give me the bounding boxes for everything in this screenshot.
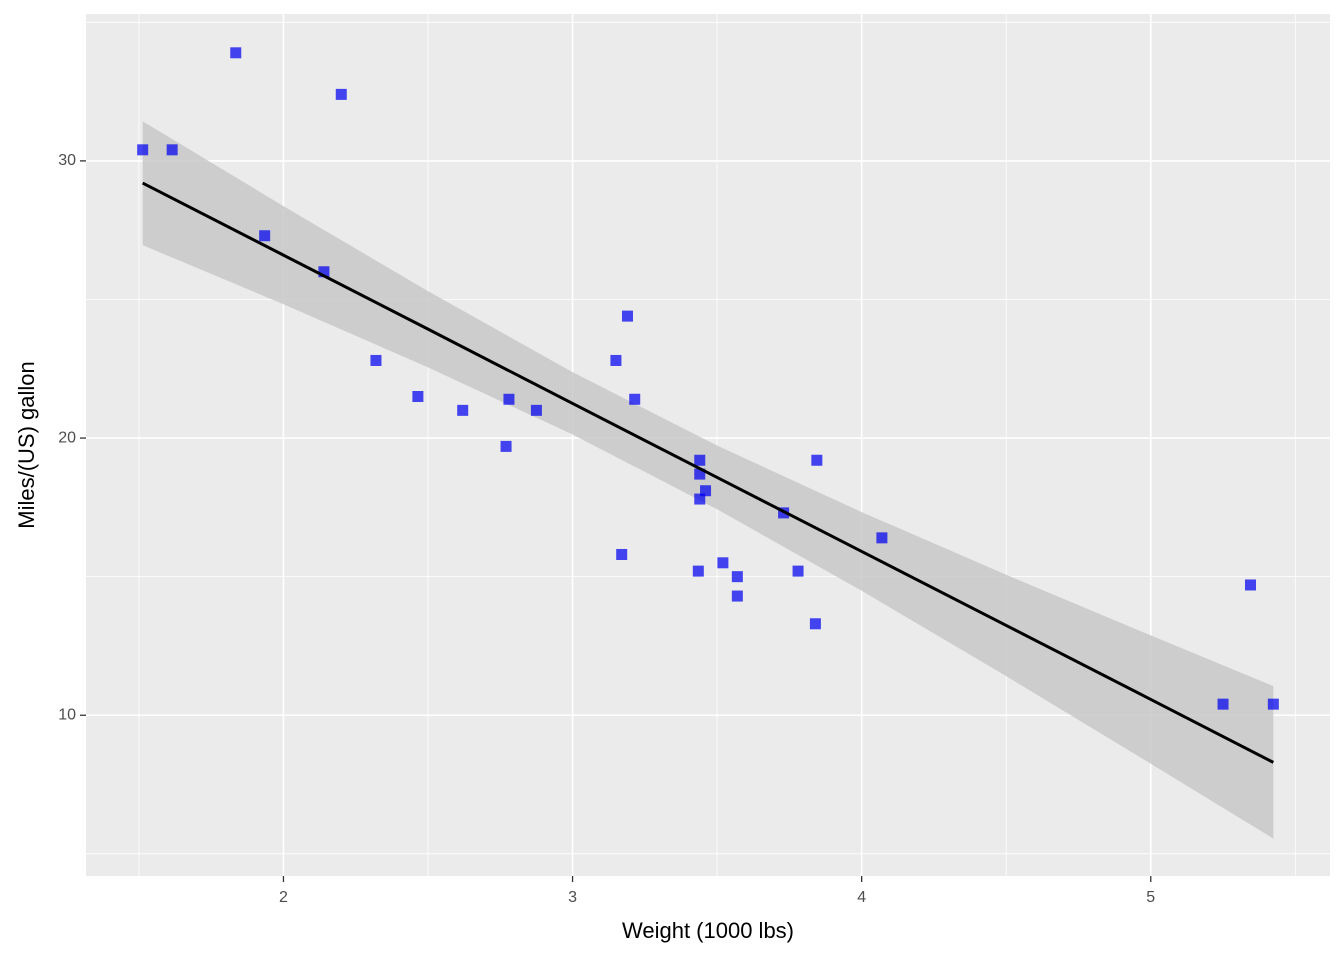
point [166,144,178,156]
y-tick-label: 30 [58,152,76,169]
point [137,144,149,156]
x-tick-label: 5 [1146,889,1155,906]
point [610,354,622,366]
x-tick-label: 4 [857,889,866,906]
point [500,440,512,452]
point [370,354,382,366]
point [692,565,704,577]
confidence-band [142,121,1274,839]
point [700,485,712,497]
fit-line [141,181,1275,764]
x-tick-label: 3 [568,889,577,906]
point [412,390,424,402]
point [629,393,641,405]
point [503,393,515,405]
x-axis-title: Weight (1000 lbs) [622,918,794,943]
point [809,618,821,630]
point [811,454,823,466]
x-tick-label: 2 [279,889,288,906]
point [1217,698,1229,710]
point [694,454,706,466]
point [530,404,542,416]
y-axis-title: Miles/(US) gallon [14,361,39,529]
point [792,565,804,577]
point [616,548,628,560]
point [731,590,743,602]
point [1244,579,1256,591]
point [621,310,633,322]
point [457,404,469,416]
point [694,468,706,480]
y-tick-label: 20 [58,429,76,446]
point [318,266,330,278]
point [717,557,729,569]
point [259,230,271,242]
point [694,493,706,505]
point [1267,698,1279,710]
point [230,47,242,59]
y-tick-label: 10 [58,706,76,723]
point [731,571,743,583]
point [335,88,347,100]
point [876,532,888,544]
